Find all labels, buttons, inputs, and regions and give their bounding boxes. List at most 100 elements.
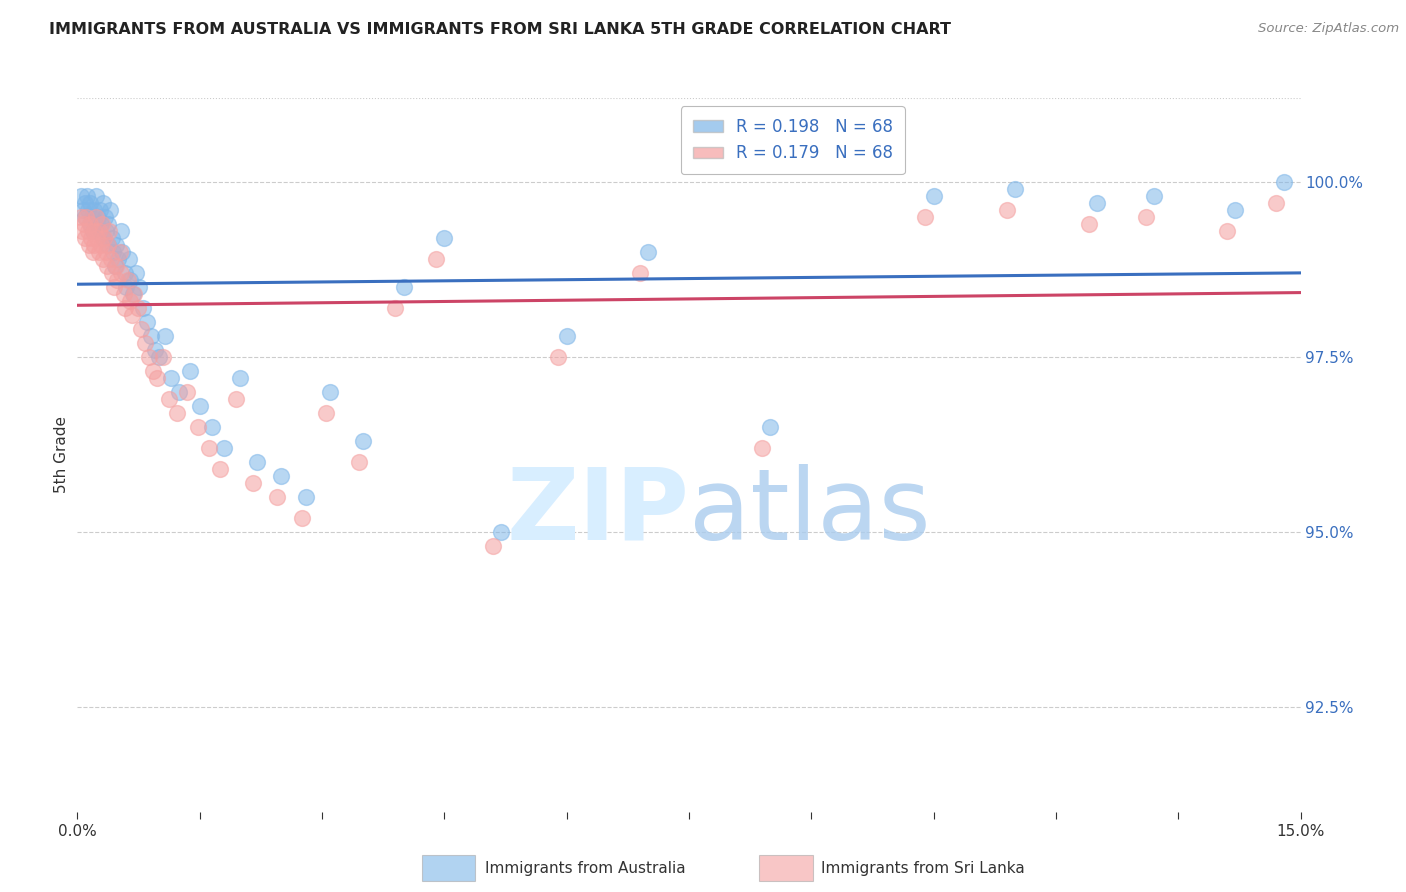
Point	[142, 364, 165, 378]
Point	[246, 455, 269, 469]
Point	[128, 280, 150, 294]
Point	[1004, 182, 1026, 196]
Text: atlas: atlas	[689, 464, 931, 560]
Point	[89, 202, 111, 217]
Point	[75, 210, 97, 224]
Point	[87, 245, 110, 260]
Point	[73, 217, 96, 231]
Point	[90, 217, 112, 231]
Text: IMMIGRANTS FROM AUSTRALIA VS IMMIGRANTS FROM SRI LANKA 5TH GRADE CORRELATION CHA: IMMIGRANTS FROM AUSTRALIA VS IMMIGRANTS …	[49, 22, 952, 37]
Text: Source: ZipAtlas.com: Source: ZipAtlas.com	[1258, 22, 1399, 36]
Point	[212, 441, 235, 455]
Point	[425, 252, 447, 266]
Point	[93, 231, 115, 245]
Point	[547, 350, 569, 364]
Point	[352, 434, 374, 448]
Point	[75, 210, 97, 224]
Point	[225, 392, 247, 406]
Point	[125, 266, 148, 280]
Point	[914, 210, 936, 224]
Point	[491, 524, 513, 539]
Point	[97, 217, 120, 231]
Point	[157, 392, 180, 406]
Point	[155, 329, 177, 343]
Point	[105, 238, 128, 252]
Point	[384, 301, 406, 315]
Point	[759, 420, 782, 434]
Point	[114, 266, 136, 280]
Point	[347, 455, 370, 469]
Point	[98, 224, 121, 238]
Point	[118, 293, 141, 308]
Point	[87, 210, 110, 224]
Text: ZIP: ZIP	[506, 464, 689, 560]
Point	[80, 231, 103, 245]
Point	[110, 266, 132, 280]
Point	[112, 287, 135, 301]
Point	[319, 384, 342, 399]
Point	[628, 266, 651, 280]
Point	[124, 287, 146, 301]
Point	[118, 252, 141, 266]
Point	[152, 350, 174, 364]
Point	[110, 224, 132, 238]
Point	[103, 245, 125, 260]
Point	[1216, 224, 1239, 238]
Point	[160, 371, 183, 385]
Point	[83, 224, 105, 238]
Point	[187, 420, 209, 434]
Point	[266, 490, 288, 504]
Point	[94, 224, 117, 238]
Point	[115, 280, 138, 294]
Point	[108, 245, 131, 260]
Point	[1225, 202, 1247, 217]
Point	[129, 322, 152, 336]
Point	[139, 329, 162, 343]
Point	[188, 399, 211, 413]
Point	[79, 217, 101, 231]
Point	[291, 511, 314, 525]
Text: Immigrants from Australia: Immigrants from Australia	[485, 862, 686, 876]
Point	[77, 224, 100, 238]
Y-axis label: 5th Grade: 5th Grade	[53, 417, 69, 493]
Point	[201, 420, 224, 434]
Point	[79, 217, 101, 231]
Point	[114, 301, 136, 315]
Point	[294, 490, 316, 504]
Point	[70, 224, 93, 238]
Point	[270, 469, 292, 483]
Point	[315, 406, 337, 420]
Point	[84, 217, 107, 231]
Point	[90, 217, 112, 231]
Point	[131, 301, 153, 315]
Point	[100, 231, 122, 245]
Point	[637, 245, 659, 260]
Point	[91, 196, 114, 211]
Text: Immigrants from Sri Lanka: Immigrants from Sri Lanka	[821, 862, 1025, 876]
Point	[120, 273, 142, 287]
Point	[82, 224, 104, 238]
Point	[75, 231, 97, 245]
Point	[90, 238, 112, 252]
Point	[209, 462, 232, 476]
Point	[107, 252, 129, 266]
Point	[83, 238, 105, 252]
Point	[96, 238, 118, 252]
Point	[148, 350, 170, 364]
Point	[94, 245, 117, 260]
Point	[111, 245, 134, 260]
Point	[93, 231, 115, 245]
Point	[1272, 175, 1295, 189]
Point	[555, 329, 578, 343]
Point	[96, 259, 118, 273]
Point	[104, 259, 127, 273]
Point	[117, 273, 139, 287]
Point	[77, 202, 100, 217]
Point	[135, 315, 157, 329]
Point	[1265, 196, 1288, 211]
Point	[166, 406, 188, 420]
Point	[134, 336, 156, 351]
Point	[179, 364, 201, 378]
Point	[97, 238, 120, 252]
Point	[103, 280, 125, 294]
